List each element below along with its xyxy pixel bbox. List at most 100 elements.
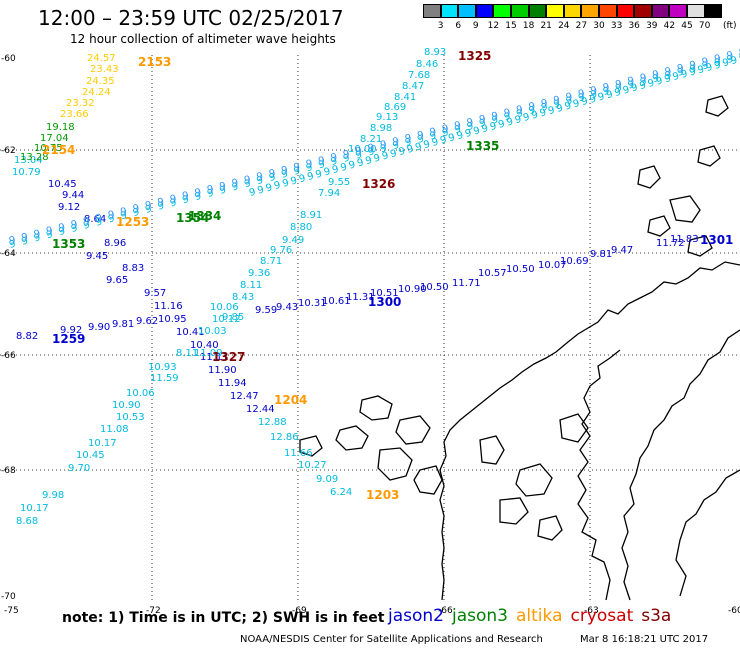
track-sample-mark: 9 [416, 134, 425, 146]
swh-observation: 10.17 [88, 438, 117, 449]
track-sample-mark: 9 [689, 63, 698, 75]
legend-entry-cryosat: cryosat [570, 606, 634, 626]
track-sample-mark: 9 [555, 103, 564, 115]
track-sample-mark: 9 [503, 111, 512, 123]
swh-observation: 9.92 [60, 325, 82, 336]
coastline-segment [675, 469, 740, 597]
swh-observation: 17.04 [40, 133, 69, 144]
swh-observation: 8.11 [176, 348, 198, 359]
lat-tick-label: -66 [1, 351, 16, 361]
track-sample-mark: 9 [522, 112, 531, 124]
track-sample-mark: 9 [243, 178, 252, 190]
track-sample-mark: 9 [144, 204, 153, 216]
track-sample-mark: 9 [478, 114, 487, 126]
track-sample-mark: 9 [58, 226, 67, 238]
track-sample-mark: 9 [305, 158, 314, 170]
track-sample-mark: 9 [689, 59, 698, 71]
track-sample-mark: 9 [676, 63, 685, 75]
track-sample-mark: 9 [528, 101, 537, 113]
track-sample-mark: 9 [231, 181, 240, 193]
track-sample-mark: 9 [429, 130, 438, 142]
track-sample-mark: 9 [713, 60, 722, 72]
swh-observation: 9.90 [88, 322, 110, 333]
colorbar-label: 9 [472, 21, 479, 31]
swh-observation: 10.57 [478, 268, 507, 279]
swh-observation: 10.93 [148, 362, 177, 373]
track-sample-mark: 9 [95, 212, 104, 224]
track-sample-mark: 9 [506, 116, 515, 128]
swh-observation: 10.06 [126, 388, 155, 399]
track-sample-mark: 9 [441, 123, 450, 135]
track-sample-mark: 9 [389, 148, 398, 160]
track-sample-mark: 9 [663, 73, 672, 85]
track-sample-mark: 9 [268, 168, 277, 180]
track-sample-mark: 9 [515, 104, 524, 116]
track-sample-mark: 9 [464, 128, 473, 140]
swh-observation: 8.64 [84, 214, 106, 225]
swh-observation: 24.57 [87, 53, 116, 64]
pass-time-label: 1203 [366, 488, 399, 502]
track-sample-mark: 9 [651, 69, 660, 81]
swh-observation: 9.57 [144, 288, 166, 299]
pass-time-label: 1204 [274, 393, 307, 407]
colorbar-cell [581, 4, 599, 18]
track-sample-mark: 9 [404, 133, 413, 145]
swh-observation: 8.11 [240, 280, 262, 291]
track-sample-mark: 9 [364, 155, 373, 167]
track-sample-mark: 9 [330, 156, 339, 168]
lat-tick-label: -70 [1, 592, 16, 602]
swh-observation: 10.40 [190, 340, 219, 351]
track-sample-mark: 9 [730, 55, 739, 67]
swh-observation: 23.32 [66, 98, 95, 109]
swh-observation: 10.50 [420, 282, 449, 293]
satellite-legend: jason2 jason3 altika cryosat s3a [388, 606, 679, 626]
colorbar-label: 24 [558, 21, 570, 31]
track-sample-mark: 9 [630, 82, 639, 94]
track-sample-mark: 9 [491, 114, 500, 126]
swh-observation: 24.35 [86, 76, 115, 87]
track-sample-mark: 9 [392, 140, 401, 152]
swh-observation: 11.09 [194, 348, 223, 359]
swh-observation: 8.21 [360, 134, 382, 145]
track-sample-mark: 9 [265, 182, 274, 194]
track-sample-mark: 9 [194, 191, 203, 203]
track-sample-mark: 9 [281, 178, 290, 190]
track-sample-mark: 9 [447, 132, 456, 144]
colorbar-cell [704, 4, 723, 18]
swh-observation: 10.61 [322, 296, 351, 307]
track-sample-mark: 9 [466, 117, 475, 129]
swh-observation: 10.07 [538, 260, 567, 271]
track-sample-mark: 9 [342, 153, 351, 165]
swh-observation: 10.41 [176, 327, 205, 338]
track-sample-mark: 9 [315, 169, 324, 181]
track-sample-mark: 9 [367, 146, 376, 158]
lon-tick-label: -66 [438, 606, 453, 616]
colorbar-units: (ft) [723, 21, 737, 31]
pass-time-label: 2153 [138, 55, 171, 69]
lon-tick-label: -60 [728, 606, 740, 616]
track-sample-mark: 9 [20, 232, 29, 244]
track-sample-mark: 9 [514, 114, 523, 126]
coastline-segment [377, 447, 413, 481]
swh-observation: 10.69 [560, 256, 589, 267]
track-sample-mark: 9 [515, 108, 524, 120]
track-sample-mark: 9 [478, 118, 487, 130]
colorbar-cell [423, 4, 441, 18]
track-sample-mark: 9 [206, 188, 215, 200]
swh-observation: 12.86 [270, 432, 299, 443]
track-sample-mark: 9 [552, 98, 561, 110]
swh-observation: 11.59 [150, 373, 179, 384]
coastline-segment [697, 145, 721, 167]
track-sample-mark: 9 [8, 235, 17, 247]
track-sample-mark: 9 [381, 150, 390, 162]
colorbar-cell [634, 4, 652, 18]
colorbar-cell [651, 4, 670, 18]
track-sample-mark: 9 [738, 53, 740, 65]
swh-observation: 9.36 [248, 268, 270, 279]
swh-observation: 13.28 [20, 152, 49, 163]
track-time-labels: 2153 1325 2154 1326 1335 1354 1253 1353 1300 1301… [42, 49, 733, 502]
colorbar-label: 70 [698, 21, 711, 31]
track-sample-mark: 9 [481, 123, 490, 135]
track-sample-mark: 9 [577, 92, 586, 104]
swh-observation: 11.31 [346, 292, 375, 303]
